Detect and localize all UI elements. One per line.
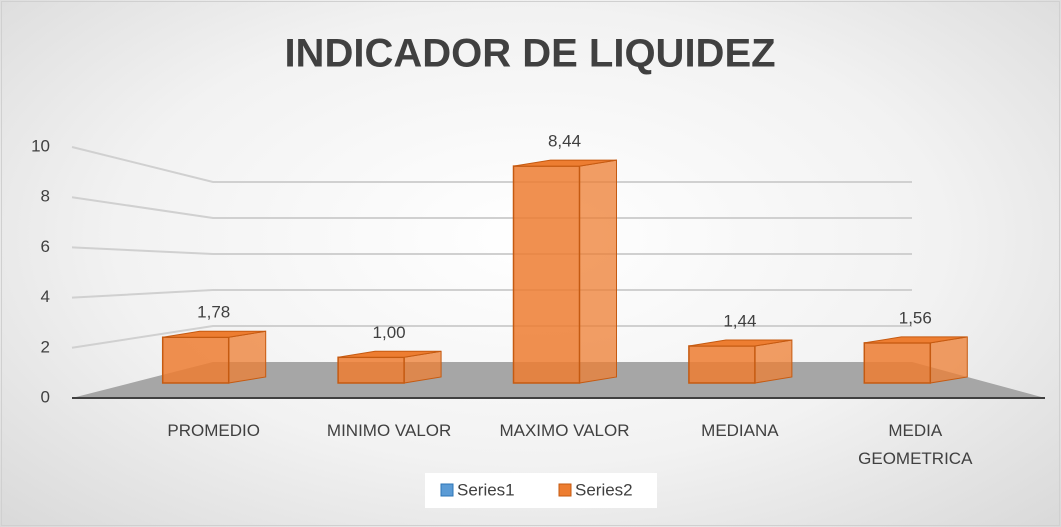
chart-title: INDICADOR DE LIQUIDEZ xyxy=(284,32,775,76)
grid-line xyxy=(71,325,912,349)
bar-side xyxy=(228,330,267,384)
x-tick-label: MEDIA GEOMETRICA xyxy=(858,421,973,468)
bar-top xyxy=(513,159,617,167)
grid-line xyxy=(71,289,912,299)
bar-top xyxy=(688,339,792,347)
legend-label: Series1 xyxy=(457,480,515,499)
y-tick-label: 6 xyxy=(41,237,50,256)
bar xyxy=(863,342,932,384)
legend-swatch xyxy=(440,483,454,497)
bar-top xyxy=(864,336,968,344)
bar-side xyxy=(929,336,968,384)
data-label: 1,56 xyxy=(899,308,932,327)
bar xyxy=(161,336,230,384)
y-tick-label: 8 xyxy=(41,187,50,206)
y-tick-label: 10 xyxy=(31,136,50,155)
bar-side xyxy=(754,339,793,384)
legend-box xyxy=(425,473,657,508)
grid-line xyxy=(71,246,912,255)
y-tick-label: 2 xyxy=(41,337,50,356)
x-tick-label: MEDIANA xyxy=(701,421,779,440)
data-label: 1,44 xyxy=(723,311,756,330)
x-tick-label: MAXIMO VALOR xyxy=(499,421,630,440)
data-label: 8,44 xyxy=(548,132,581,151)
data-label: 1,00 xyxy=(373,323,406,342)
grid-line xyxy=(71,146,912,183)
y-tick-label: 0 xyxy=(41,387,50,406)
y-tick-label: 4 xyxy=(41,287,50,306)
bar xyxy=(337,356,405,384)
bar-top xyxy=(338,350,442,358)
legend-label: Series2 xyxy=(575,480,633,499)
legend-swatch xyxy=(558,483,572,497)
bar-side xyxy=(579,159,617,384)
bar-top xyxy=(162,330,266,338)
data-label: 1,78 xyxy=(197,303,230,322)
x-tick-label: PROMEDIO xyxy=(167,421,260,440)
x-tick-label: MINIMO VALOR xyxy=(326,421,452,440)
bar xyxy=(688,345,756,384)
bar xyxy=(512,165,581,384)
grid-line xyxy=(71,196,912,219)
